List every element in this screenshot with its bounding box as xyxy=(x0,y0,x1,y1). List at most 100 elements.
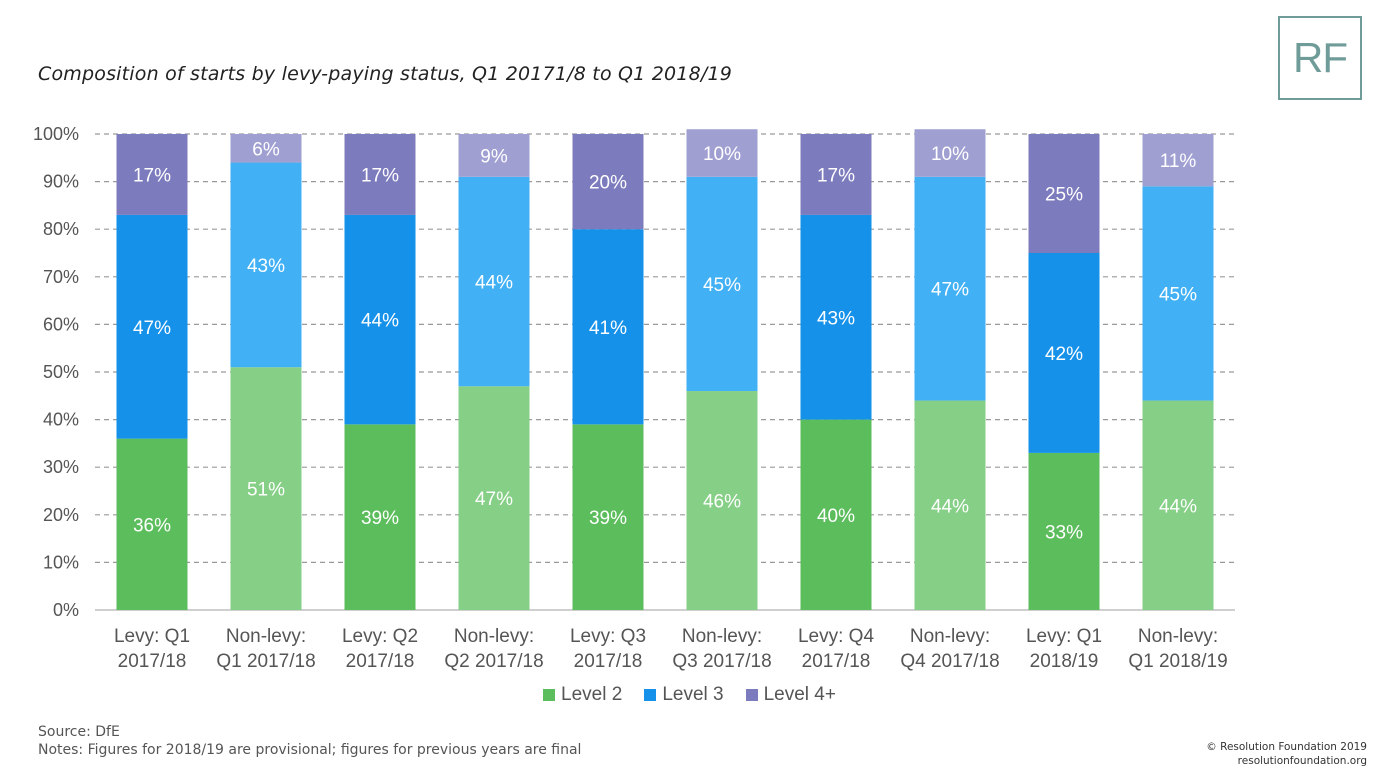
bar-segment xyxy=(914,176,986,401)
bar-segment xyxy=(116,438,188,610)
y-tick-label: 40% xyxy=(43,410,79,430)
data-label: 43% xyxy=(247,256,285,277)
y-tick-label: 10% xyxy=(43,552,79,572)
bar-segment xyxy=(116,214,188,439)
data-label: 44% xyxy=(475,273,513,294)
bar-segment xyxy=(230,134,302,163)
bar-segment xyxy=(344,214,416,425)
copyright-block: © Resolution Foundation 2019 resolutionf… xyxy=(1206,740,1367,768)
data-label: 39% xyxy=(589,508,627,529)
data-label: 17% xyxy=(817,165,855,186)
data-label: 11% xyxy=(1160,151,1197,172)
data-label: 44% xyxy=(1159,496,1197,517)
legend-swatch-level-2 xyxy=(543,689,556,701)
x-tick-label: Levy: Q1 xyxy=(1026,626,1102,647)
bar-segment xyxy=(800,214,872,420)
bar-segment xyxy=(914,400,986,610)
legend-swatch-level-3 xyxy=(644,689,657,701)
copyright-text: © Resolution Foundation 2019 xyxy=(1206,741,1367,753)
x-tick-label: Non-levy: xyxy=(682,626,762,647)
x-tick-label: Levy: Q3 xyxy=(570,626,646,647)
legend-item-level-3: Level 3 xyxy=(644,684,724,706)
data-label: 20% xyxy=(589,173,627,194)
data-label: 45% xyxy=(1159,284,1197,305)
legend-label-level-2: Level 2 xyxy=(561,684,623,705)
bar-segment xyxy=(572,134,644,230)
data-label: 9% xyxy=(480,146,508,167)
data-label: 44% xyxy=(931,496,969,517)
bar-segment xyxy=(686,391,758,610)
bar-segment xyxy=(572,424,644,610)
x-tick-label: Q4 2017/18 xyxy=(900,651,999,672)
y-tick-label: 20% xyxy=(43,505,79,525)
y-tick-label: 60% xyxy=(43,314,79,334)
y-tick-label: 70% xyxy=(43,267,79,287)
bar-segment xyxy=(1028,452,1100,610)
bar-segment xyxy=(230,162,302,368)
x-tick-label: 2017/18 xyxy=(574,651,643,672)
x-axis-labels: Levy: Q1 2017/18 Non-levy: Q1 2017/18 Levy: … xyxy=(114,626,1228,672)
data-label: 6% xyxy=(252,139,280,160)
data-label: 10% xyxy=(703,144,741,165)
y-tick-label: 0% xyxy=(53,600,79,620)
x-tick-label: Non-levy: xyxy=(226,626,306,647)
bar-segment xyxy=(1028,134,1100,253)
data-label: 47% xyxy=(133,318,171,339)
website-text: resolutionfoundation.org xyxy=(1237,755,1367,767)
x-tick-label: 2017/18 xyxy=(802,651,871,672)
legend-label-level-3: Level 3 xyxy=(662,684,724,705)
bar-segment xyxy=(1028,253,1100,453)
data-label: 44% xyxy=(361,311,399,332)
legend: Level 2 Level 3 Level 4+ xyxy=(0,684,1379,706)
data-label: 46% xyxy=(703,492,741,513)
y-tick-label: 30% xyxy=(43,457,79,477)
y-tick-label: 80% xyxy=(43,219,79,239)
data-label: 45% xyxy=(703,275,741,296)
bar-segment xyxy=(1142,186,1214,401)
data-label: 25% xyxy=(1045,185,1083,206)
x-tick-label: Q2 2017/18 xyxy=(444,651,543,672)
bar-segment xyxy=(572,229,644,425)
stacked-bar-chart: 0% 10% 20% 30% 40% 50% 60% 70% 80% 90% 100% 36% 47%… xyxy=(33,124,1235,672)
bar-segment xyxy=(686,129,758,177)
x-tick-label: Q3 2017/18 xyxy=(672,651,771,672)
bars: 36% 47% 17% 51% 43% 6% 39% 44% 17% 47% 44% 9% 39% 41%… xyxy=(116,129,1214,610)
data-label: 36% xyxy=(133,515,171,536)
bar-segment xyxy=(800,419,872,610)
data-label: 42% xyxy=(1045,344,1083,365)
y-tick-label: 100% xyxy=(33,124,79,144)
data-label: 47% xyxy=(475,489,513,510)
data-label: 33% xyxy=(1045,522,1083,543)
bar-segment xyxy=(458,386,530,610)
source-text: Source: DfE xyxy=(38,724,120,740)
x-tick-label: Q1 2018/19 xyxy=(1128,651,1227,672)
x-tick-label: Non-levy: xyxy=(454,626,534,647)
x-tick-label: Levy: Q2 xyxy=(342,626,418,647)
x-tick-label: Levy: Q1 xyxy=(114,626,190,647)
notes-text: Notes: Figures for 2018/19 are provision… xyxy=(38,742,582,758)
bar-segment xyxy=(116,134,188,215)
bar-segment xyxy=(800,134,872,215)
legend-label-level-4plus: Level 4+ xyxy=(763,684,836,705)
data-label: 47% xyxy=(931,280,969,301)
bar-segment xyxy=(230,367,302,610)
bar-segment xyxy=(458,176,530,387)
y-tick-label: 50% xyxy=(43,362,79,382)
rf-logo: RF xyxy=(1278,16,1362,100)
bar-segment xyxy=(458,134,530,177)
data-label: 17% xyxy=(133,165,171,186)
data-label: 41% xyxy=(589,318,627,339)
data-label: 51% xyxy=(247,480,285,501)
x-tick-label: Q1 2017/18 xyxy=(216,651,315,672)
bar-segment xyxy=(914,129,986,177)
x-tick-label: Non-levy: xyxy=(1138,626,1218,647)
data-label: 17% xyxy=(361,165,399,186)
x-tick-label: Levy: Q4 xyxy=(798,626,874,647)
x-tick-label: Non-levy: xyxy=(910,626,990,647)
data-label: 39% xyxy=(361,508,399,529)
legend-item-level-4plus: Level 4+ xyxy=(745,684,836,706)
x-tick-label: 2017/18 xyxy=(346,651,415,672)
bar-segment xyxy=(344,424,416,610)
data-label: 10% xyxy=(931,144,969,165)
legend-item-level-2: Level 2 xyxy=(543,684,622,706)
